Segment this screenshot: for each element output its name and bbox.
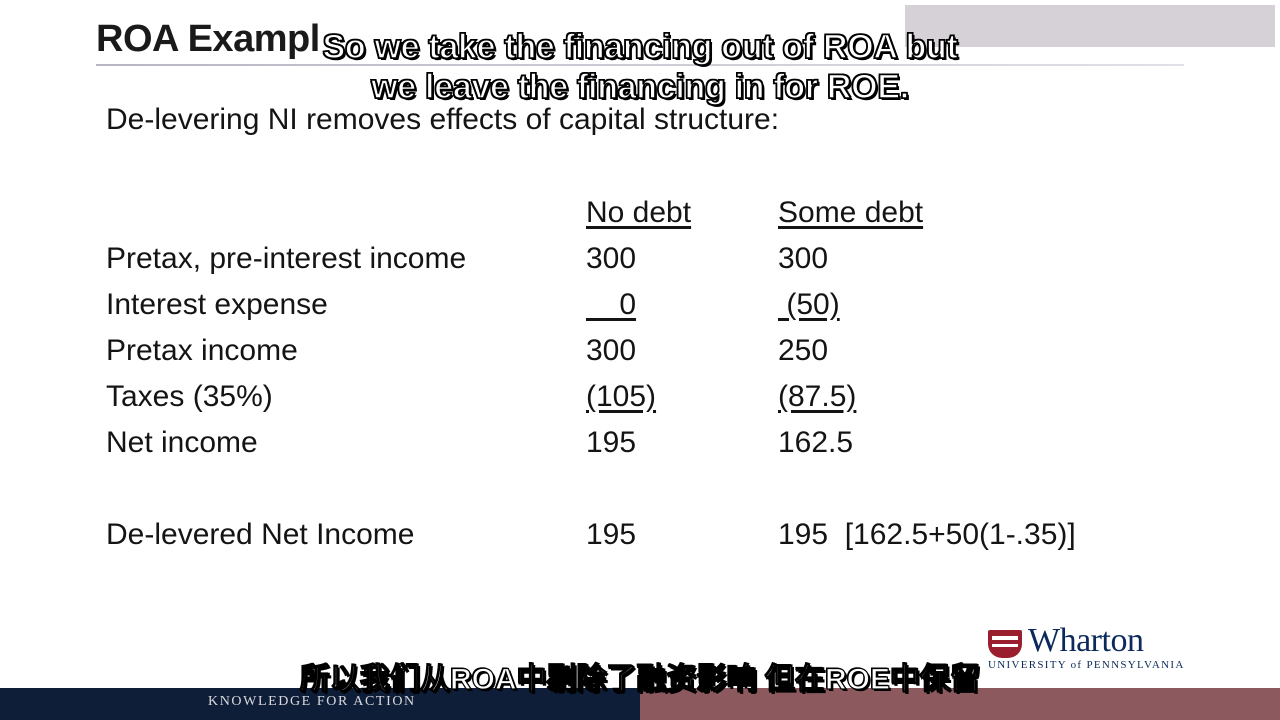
subtitle-zh: 所以我们从ROA中剔除了融资影响 但在ROE中保留	[299, 662, 980, 696]
row-label: Interest expense	[106, 288, 328, 321]
row-label: Pretax income	[106, 334, 298, 367]
watermark-box	[905, 5, 1275, 47]
slide-title: ROA Exampl	[96, 18, 320, 60]
row-value-no-debt: 0	[586, 288, 637, 321]
footer-tagline: KNOWLEDGE FOR ACTION	[208, 694, 416, 709]
slide-subtitle: De-levering NI removes effects of capita…	[106, 103, 780, 136]
delevered-label: De-levered Net Income	[106, 518, 415, 551]
row-value-no-debt: 300	[586, 334, 637, 367]
row-value-some-debt: (87.5)	[778, 380, 857, 413]
logo-subtext: UNIVERSITY of PENNSYLVANIA	[988, 659, 1185, 671]
row-value-no-debt: 195	[586, 426, 637, 459]
row-value-some-debt: 300	[778, 242, 829, 275]
footer-bar-right	[640, 688, 1280, 720]
title-divider	[96, 64, 1184, 66]
subtitle-en-line1: So we take the financing out of ROA but	[322, 27, 959, 67]
column-header-no-debt: No debt	[586, 196, 692, 229]
column-header-some-debt: Some debt	[778, 196, 924, 229]
delevered-value-some-debt: 195 [162.5+50(1-.35)]	[778, 518, 1076, 551]
row-value-some-debt: 250	[778, 334, 829, 367]
row-value-some-debt: 162.5	[778, 426, 854, 459]
subtitle-en-line2: we leave the financing in for ROE.	[370, 67, 909, 107]
delevered-value-no-debt: 195	[586, 518, 637, 551]
row-value-some-debt: (50)	[778, 288, 840, 321]
row-value-no-debt: 300	[586, 242, 637, 275]
footer-bar-left	[0, 688, 640, 720]
row-value-no-debt: (105)	[586, 380, 657, 413]
row-label: Taxes (35%)	[106, 380, 273, 413]
row-label: Pretax, pre-interest income	[106, 242, 467, 275]
wharton-logo: Wharton UNIVERSITY of PENNSYLVANIA	[988, 622, 1192, 672]
shield-icon	[988, 630, 1022, 658]
row-label: Net income	[106, 426, 258, 459]
logo-wordmark: Wharton	[1028, 622, 1144, 659]
